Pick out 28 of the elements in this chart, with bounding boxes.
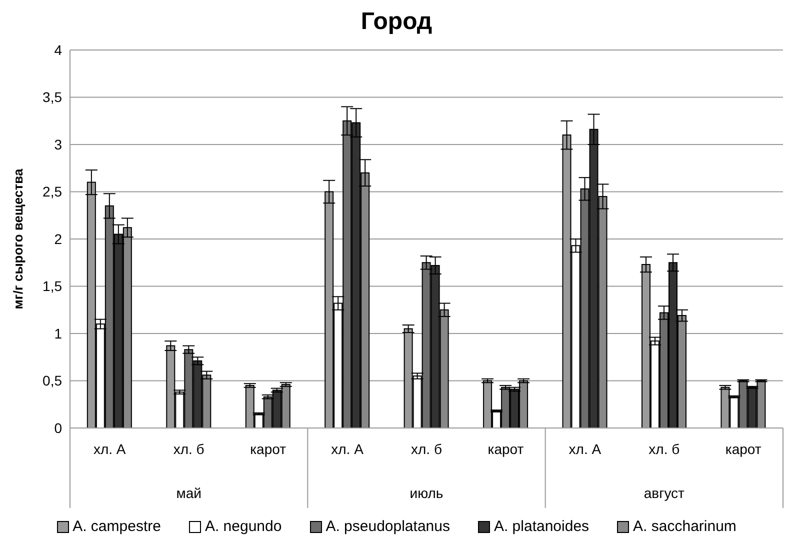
- y-tick-label: 1,5: [42, 278, 62, 294]
- text: май: [176, 485, 202, 501]
- text: август: [644, 485, 686, 501]
- y-tick-label: 0,5: [42, 372, 62, 389]
- x-tick-label: хл. А: [93, 441, 126, 457]
- x-tick-label: хл. б: [173, 441, 204, 457]
- text: июль: [410, 485, 444, 501]
- y-tick-label: 3,5: [42, 89, 62, 106]
- y-tick-label: 1: [54, 325, 62, 342]
- x-tick-label: хл. б: [411, 441, 442, 457]
- legend-label: A. saccharinum: [633, 518, 736, 535]
- legend-label: A. platanoides: [494, 518, 590, 535]
- y-tick-label: 2,5: [42, 184, 62, 200]
- y-tick-label: 3: [54, 136, 62, 152]
- legend-label: A. negundo: [204, 518, 282, 535]
- y-tick-label: 2: [54, 230, 62, 247]
- x-tick-label: карот: [725, 441, 762, 457]
- x-tick-label: хл. А: [568, 441, 602, 457]
- x-tick-label: карот: [488, 441, 524, 457]
- x-tick-label: хл. б: [648, 441, 680, 457]
- x-tick-label: карот: [250, 441, 287, 457]
- y-tick-label: 0: [54, 420, 62, 436]
- chart-title: Город: [360, 8, 434, 36]
- y-axis-title: мг/г сырого вещества: [10, 168, 26, 310]
- x-tick-label: хл. А: [331, 441, 364, 457]
- legend-label: A. campestre: [72, 518, 161, 535]
- y-tick-label: 4: [54, 42, 62, 58]
- legend-label: A. pseudoplatanus: [326, 518, 450, 535]
